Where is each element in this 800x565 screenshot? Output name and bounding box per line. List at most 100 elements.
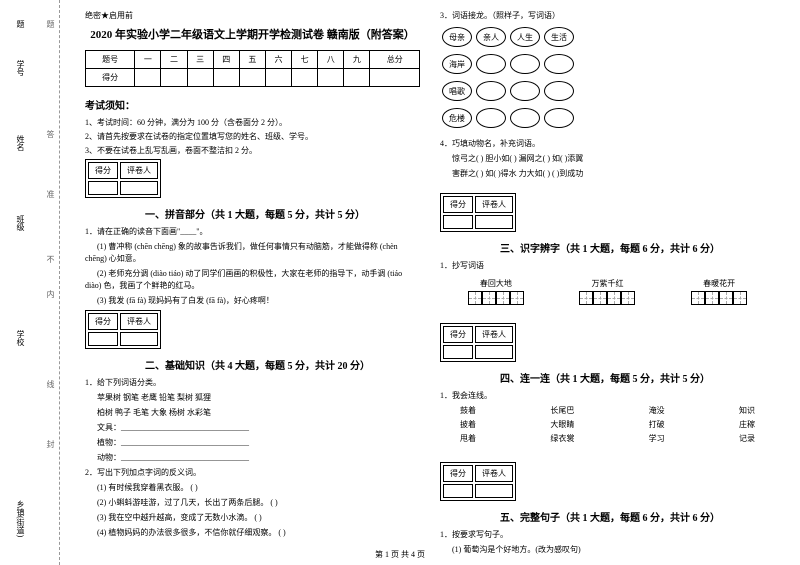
margin-label: 学校	[15, 330, 26, 346]
grader-label: 评卷人	[475, 465, 513, 482]
chain-node-empty	[510, 108, 540, 128]
grader-box: 得分评卷人	[85, 310, 161, 349]
table-cell: 七	[292, 51, 318, 69]
chain-node: 亲人	[476, 27, 506, 47]
chain-node: 危楼	[442, 108, 472, 128]
table-cell: 五	[239, 51, 265, 69]
table-cell: 总分	[370, 51, 420, 69]
match-item: 大眼睛	[550, 419, 574, 430]
binding-margin: 题 学号 姓名 班级 学校 乡镇(街道) 题 答 准 不 内 线 封	[0, 0, 60, 565]
question-text: 1．抄写词语	[440, 260, 775, 272]
grader-label: 评卷人	[475, 326, 513, 343]
margin-hint: 封	[45, 440, 56, 448]
chain-node-empty	[544, 108, 574, 128]
match-item: 长尾巴	[550, 405, 574, 416]
margin-label: 题	[15, 20, 26, 28]
grader-box: 得分评卷人	[85, 159, 161, 198]
table-cell: 二	[161, 51, 187, 69]
notice-item: 2、请首先按要求在试卷的指定位置填写您的姓名、班级、学号。	[85, 131, 420, 142]
exam-title: 2020 年实验小学二年级语文上学期开学检测试卷 赣南版（附答案）	[85, 26, 420, 42]
copy-grid: 春回大地	[468, 278, 524, 305]
grid-word: 春暖花开	[691, 278, 747, 289]
margin-label: 姓名	[15, 135, 26, 151]
section-heading: 五、完整句子（共 1 大题，每题 6 分，共计 6 分）	[500, 509, 775, 524]
chain-node-empty	[544, 81, 574, 101]
notice-item: 3、不要在试卷上乱写乱画，卷面不整洁扣 2 分。	[85, 145, 420, 156]
margin-hint: 不	[45, 255, 56, 263]
table-cell: 题号	[86, 51, 135, 69]
match-item: 打破	[649, 419, 665, 430]
score-label: 得分	[443, 196, 473, 213]
table-cell: 八	[318, 51, 344, 69]
table-cell: 三	[187, 51, 213, 69]
score-label: 得分	[443, 326, 473, 343]
chain-node: 母亲	[442, 27, 472, 47]
match-item: 披着	[460, 419, 476, 430]
grader-box: 得分评卷人	[440, 323, 516, 362]
table-cell: 九	[344, 51, 370, 69]
chain-node-empty	[510, 81, 540, 101]
copy-grid: 万紫千红	[579, 278, 635, 305]
margin-label: 乡镇(街道)	[15, 500, 26, 537]
question-line: (1) 葡萄沟是个好地方。(改为感叹句)	[440, 544, 775, 556]
table-cell: 一	[135, 51, 161, 69]
chain-node-empty	[510, 54, 540, 74]
match-row: 甩着 绿衣裳 学习 记录	[440, 433, 775, 444]
chain-node-empty	[476, 81, 506, 101]
category-line: 动物：________________________________	[85, 452, 420, 464]
match-item: 记录	[739, 433, 755, 444]
match-item: 淹没	[649, 405, 665, 416]
margin-hint: 答	[45, 130, 56, 138]
question-line: (4) 植物妈妈的办法很多很多，不信你就仔细观察。 ( )	[85, 527, 420, 539]
word-chain-row: 母亲 亲人 人生 生活	[440, 25, 775, 49]
chain-node: 唱歌	[442, 81, 472, 101]
question-line: 惊弓之( ) 胆小如( ) 漏网之( ) 如( )添翼	[440, 153, 775, 165]
left-column: 绝密★启用前 2020 年实验小学二年级语文上学期开学检测试卷 赣南版（附答案）…	[75, 10, 430, 555]
question-text: 3．词语接龙。（照样子，写词语）	[440, 10, 775, 22]
right-column: 3．词语接龙。（照样子，写词语） 母亲 亲人 人生 生活 海岸 唱歌 危楼 4．…	[430, 10, 785, 555]
margin-hint: 内	[45, 290, 56, 298]
question-text: 1．我会连线。	[440, 390, 775, 402]
section-heading: 三、识字辨字（共 1 大题，每题 6 分，共计 6 分）	[500, 240, 775, 255]
category-line: 文具：________________________________	[85, 422, 420, 434]
question-text: 4．巧填动物名，补充词语。	[440, 138, 775, 150]
question-text: 1．给下列词语分类。	[85, 377, 420, 389]
question-line: (1) 曹冲称 (chēn chēng) 象的故事告诉我们，做任何事情只有动脑筋…	[85, 241, 420, 265]
match-item: 学习	[649, 433, 665, 444]
question-line: (1) 有时候我穿着黑衣服。 ( )	[85, 482, 420, 494]
chain-node: 海岸	[442, 54, 472, 74]
question-line: (2) 老师充分调 (diào tiáo) 动了同学们画画的积极性，大家在老师的…	[85, 268, 420, 292]
question-line: 害群之( ) 如( )得水 力大如( ) ( )到成功	[440, 168, 775, 180]
word-list: 苹果树 钢笔 老鹰 铅笔 梨树 狐狸	[85, 392, 420, 404]
match-item: 甩着	[460, 433, 476, 444]
grader-box: 得分评卷人	[440, 193, 516, 232]
chain-node: 人生	[510, 27, 540, 47]
category-line: 植物：________________________________	[85, 437, 420, 449]
margin-hint: 线	[45, 380, 56, 388]
table-cell: 六	[265, 51, 291, 69]
table-row: 题号 一 二 三 四 五 六 七 八 九 总分	[86, 51, 420, 69]
match-row: 披着 大眼睛 打破 庄稼	[440, 419, 775, 430]
match-row: 鼓着 长尾巴 淹没 知识	[440, 405, 775, 416]
question-text: 1．按要求写句子。	[440, 529, 775, 541]
table-cell: 四	[213, 51, 239, 69]
match-item: 知识	[739, 405, 755, 416]
score-label: 得分	[88, 162, 118, 179]
grid-word: 春回大地	[468, 278, 524, 289]
grader-label: 评卷人	[120, 313, 158, 330]
margin-label: 学号	[15, 60, 26, 76]
chain-node-empty	[544, 54, 574, 74]
match-item: 庄稼	[739, 419, 755, 430]
chain-node: 生活	[544, 27, 574, 47]
score-summary-table: 题号 一 二 三 四 五 六 七 八 九 总分 得分	[85, 50, 420, 87]
question-line: (3) 我发 (fā fà) 现妈妈有了白发 (fā fà)，好心疼啊！	[85, 295, 420, 307]
match-item: 鼓着	[460, 405, 476, 416]
notice-heading: 考试须知：	[85, 97, 420, 112]
score-label: 得分	[443, 465, 473, 482]
copy-grid-container: 春回大地 万紫千红 春暖花开	[440, 275, 775, 308]
grader-box: 得分评卷人	[440, 462, 516, 501]
grader-label: 评卷人	[120, 162, 158, 179]
chain-node-empty	[476, 54, 506, 74]
word-chain-row: 危楼	[440, 106, 775, 130]
score-label: 得分	[88, 313, 118, 330]
